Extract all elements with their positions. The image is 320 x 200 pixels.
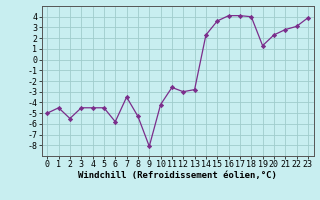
X-axis label: Windchill (Refroidissement éolien,°C): Windchill (Refroidissement éolien,°C) xyxy=(78,171,277,180)
